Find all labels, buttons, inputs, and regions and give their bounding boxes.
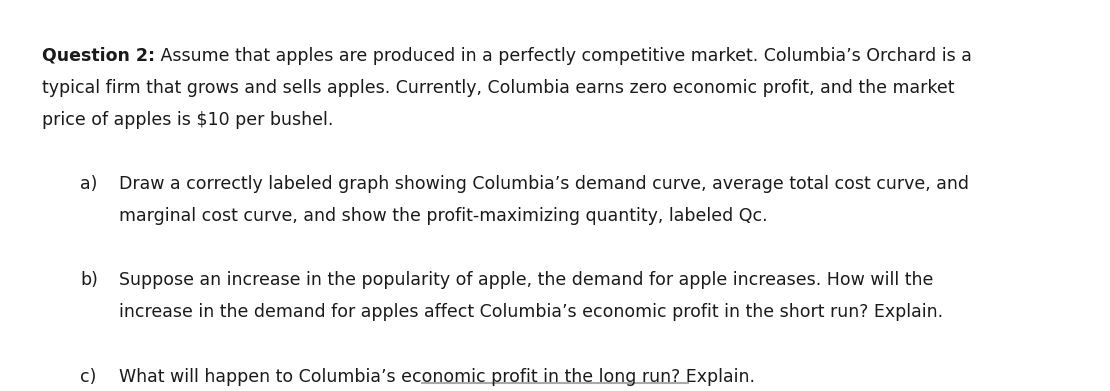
Text: marginal cost curve, and show the profit-maximizing quantity, labeled Qc.: marginal cost curve, and show the profit… <box>119 207 767 225</box>
Text: price of apples is $10 per bushel.: price of apples is $10 per bushel. <box>42 111 333 129</box>
Text: Suppose an increase in the popularity of apple, the demand for apple increases. : Suppose an increase in the popularity of… <box>119 271 934 289</box>
Text: typical firm that grows and sells apples. Currently, Columbia earns zero economi: typical firm that grows and sells apples… <box>42 79 955 97</box>
Text: What will happen to Columbia’s economic profit in the long run? Explain.: What will happen to Columbia’s economic … <box>119 368 755 386</box>
Text: Assume that apples are produced in a perfectly competitive market. Columbia’s Or: Assume that apples are produced in a per… <box>155 47 972 65</box>
Text: b): b) <box>80 271 98 289</box>
Text: Draw a correctly labeled graph showing Columbia’s demand curve, average total co: Draw a correctly labeled graph showing C… <box>119 175 969 193</box>
Text: c): c) <box>80 368 97 386</box>
Text: Question 2:: Question 2: <box>42 47 155 65</box>
Text: a): a) <box>80 175 98 193</box>
Text: increase in the demand for apples affect Columbia’s economic profit in the short: increase in the demand for apples affect… <box>119 303 942 321</box>
